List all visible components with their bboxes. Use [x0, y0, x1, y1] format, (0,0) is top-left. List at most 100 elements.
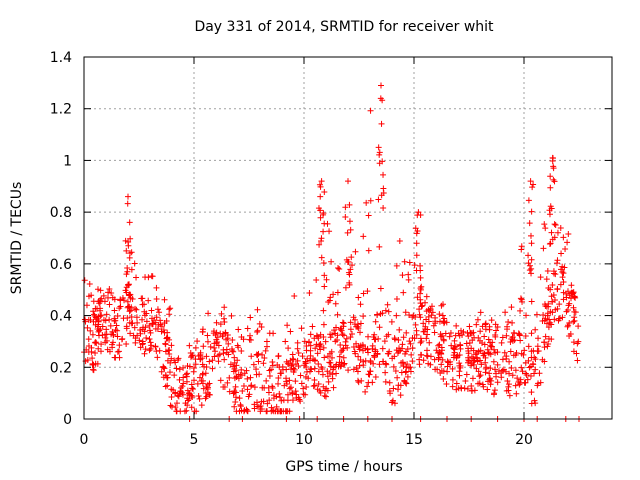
data-point [141, 308, 148, 315]
data-point [342, 214, 349, 221]
data-point [123, 289, 130, 296]
data-point [549, 298, 556, 305]
data-point [560, 234, 567, 241]
data-point [549, 154, 556, 161]
data-point [517, 376, 524, 383]
data-point [539, 317, 546, 324]
data-point [367, 107, 374, 114]
data-point [142, 346, 149, 353]
data-point [431, 329, 438, 336]
data-point [565, 230, 572, 237]
data-point [107, 322, 114, 329]
data-point [547, 286, 554, 293]
data-point [143, 335, 150, 342]
data-point [88, 344, 95, 351]
data-point [528, 256, 535, 263]
data-point [374, 312, 381, 319]
data-point [251, 384, 258, 391]
data-point [502, 309, 509, 316]
data-point [164, 382, 171, 389]
data-point [346, 201, 353, 208]
data-point [305, 339, 312, 346]
data-point [493, 327, 500, 334]
data-point [98, 312, 105, 319]
data-point [574, 340, 581, 347]
data-point [204, 332, 211, 339]
data-point [237, 401, 244, 408]
data-point [528, 400, 535, 407]
data-point [180, 364, 187, 371]
data-point [470, 347, 477, 354]
data-point [476, 373, 483, 380]
data-point [180, 374, 187, 381]
data-point [404, 361, 411, 368]
data-point [369, 345, 376, 352]
data-point [513, 390, 520, 397]
data-point [337, 341, 344, 348]
data-point [423, 352, 430, 359]
data-point [222, 329, 229, 336]
data-point [466, 323, 473, 330]
data-point [356, 346, 363, 353]
data-point [151, 317, 158, 324]
data-point [382, 360, 389, 367]
data-point [116, 342, 123, 349]
data-point [320, 333, 327, 340]
data-point [406, 338, 413, 345]
data-point [289, 361, 296, 368]
data-point [220, 350, 227, 357]
data-point [99, 332, 106, 339]
data-point [482, 326, 489, 333]
data-point [321, 272, 328, 279]
data-point [409, 345, 416, 352]
data-point [510, 329, 517, 336]
data-point [490, 391, 497, 398]
data-point [528, 330, 535, 337]
data-point [351, 348, 358, 355]
x-tick-label: 15 [405, 432, 423, 448]
data-point [113, 322, 120, 329]
data-point [103, 311, 110, 318]
data-point [412, 225, 419, 232]
data-point [133, 306, 140, 313]
data-point [453, 380, 460, 387]
data-point [127, 307, 134, 314]
data-point [557, 281, 564, 288]
data-point [449, 383, 456, 390]
data-point [190, 386, 197, 393]
data-point [489, 339, 496, 346]
data-point [537, 379, 544, 386]
data-point [238, 333, 245, 340]
data-point [571, 293, 578, 300]
data-point [160, 364, 167, 371]
data-point [191, 377, 198, 384]
data-point [307, 342, 314, 349]
data-point [124, 268, 131, 275]
data-point [350, 366, 357, 373]
data-point [325, 378, 332, 385]
data-point [513, 350, 520, 357]
data-point [134, 319, 141, 326]
data-point [328, 258, 335, 265]
data-point [345, 367, 352, 374]
data-point [327, 294, 334, 301]
data-point [347, 326, 354, 333]
data-point [127, 330, 134, 337]
data-point [503, 355, 510, 362]
data-point [199, 326, 206, 333]
data-point [100, 292, 107, 299]
data-point [156, 309, 163, 316]
data-point [485, 350, 492, 357]
data-point [167, 402, 174, 409]
data-point [478, 361, 485, 368]
data-point [126, 291, 133, 298]
data-point [258, 406, 265, 413]
data-point [386, 379, 393, 386]
data-point [389, 355, 396, 362]
data-point [556, 301, 563, 308]
data-point [206, 391, 213, 398]
data-point [146, 327, 153, 334]
data-point [157, 317, 164, 324]
data-point [382, 307, 389, 314]
data-point [517, 307, 524, 314]
